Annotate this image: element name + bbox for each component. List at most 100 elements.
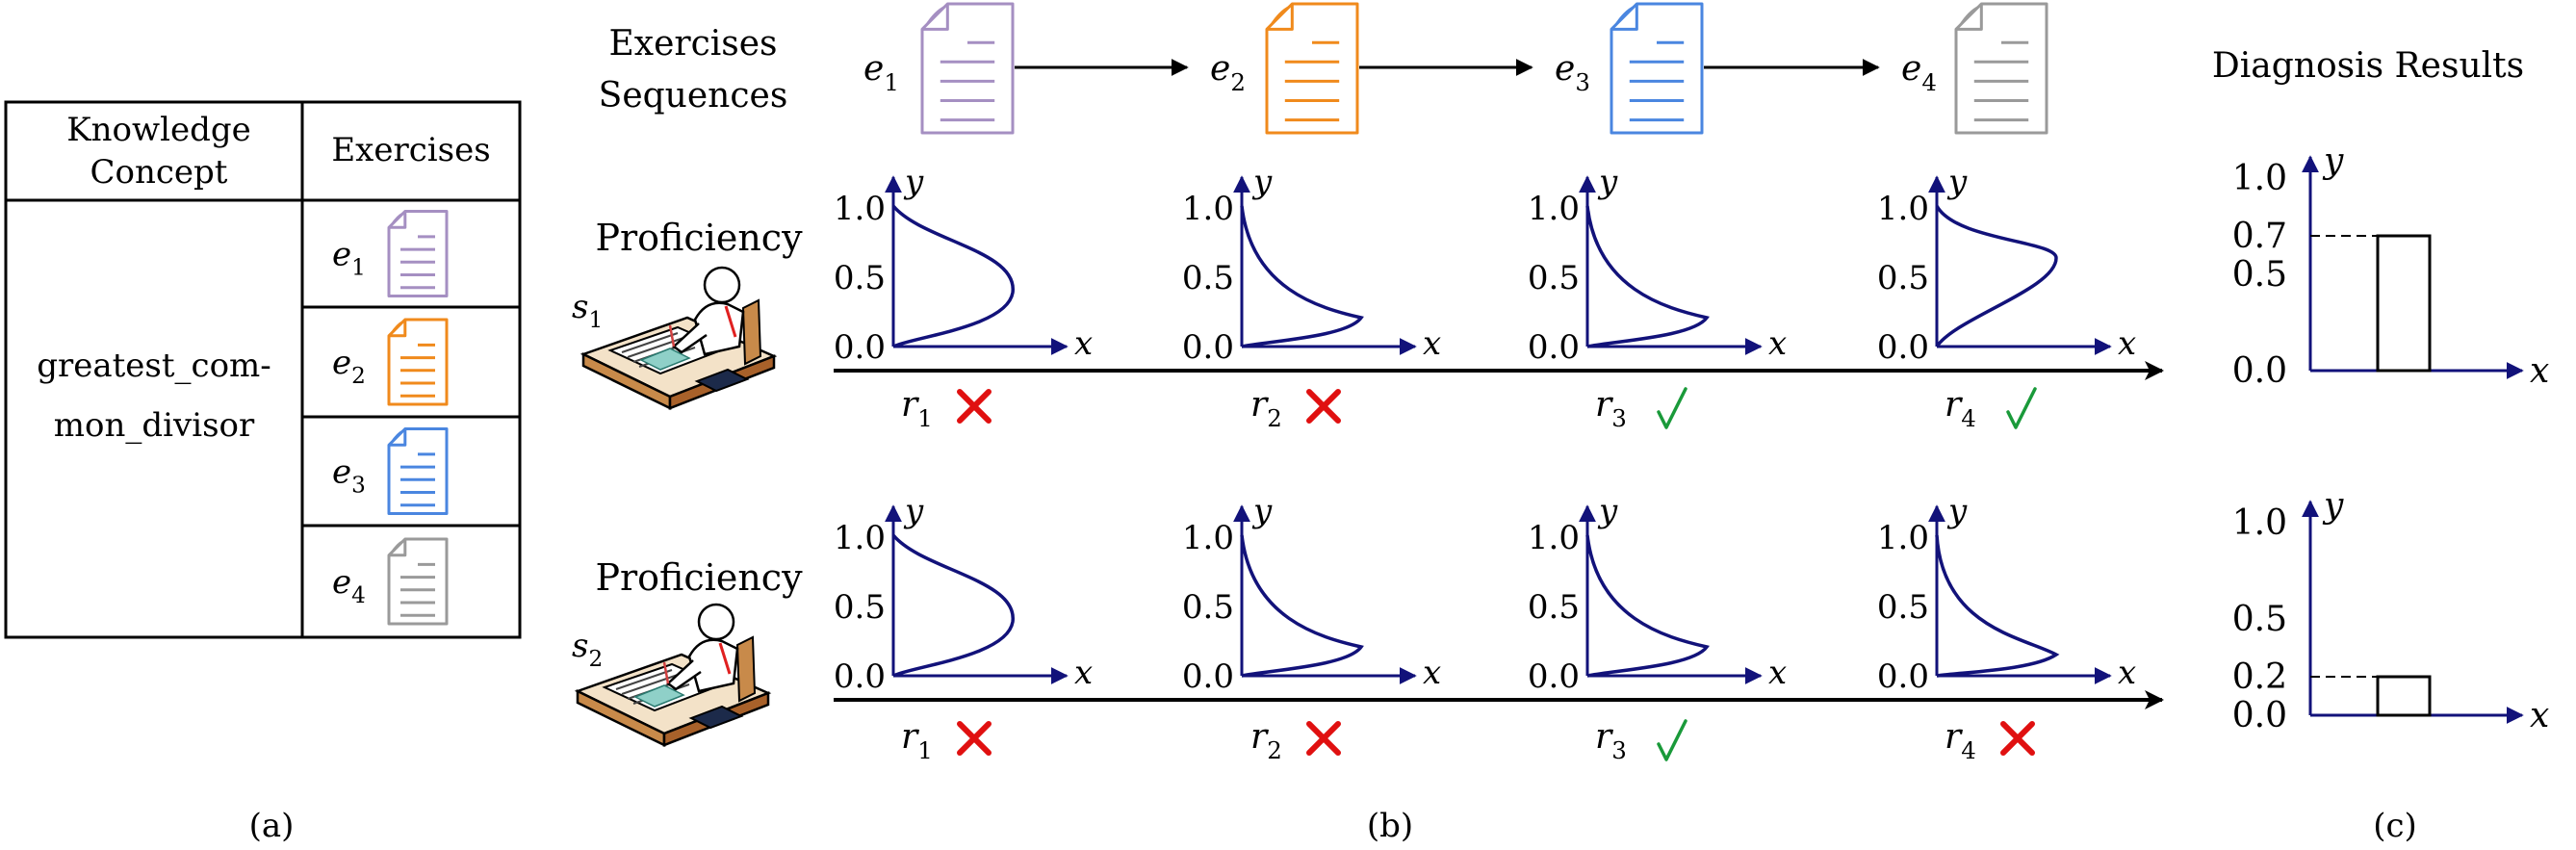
sequence-label-3: e3 <box>1555 49 1590 96</box>
y-axis-label: y <box>903 492 924 530</box>
x-axis-label: x <box>1074 654 1093 692</box>
wrong-mark-icon <box>1306 721 1341 756</box>
response-label: r3 <box>1595 385 1627 432</box>
tick-label: 0.0 <box>1182 657 1234 696</box>
tick-label: 1.0 <box>1182 190 1234 228</box>
document-icon <box>1954 2 2048 135</box>
sequence-label-2: e2 <box>1210 49 1246 96</box>
x-axis-label: x <box>1423 654 1441 692</box>
proficiency-plot: 0.0 0.5 1.0 y x <box>1877 163 2136 367</box>
response-label: r2 <box>1250 717 1282 764</box>
knowledge-table: Knowledge Concept Exercises greatest_com… <box>4 100 522 639</box>
wrong-mark-icon <box>2000 721 2035 756</box>
tick-label: 0.5 <box>1528 259 1580 297</box>
proficiency-plot: 0.0 0.5 1.0 y x <box>1182 492 1441 696</box>
tick-label: 0.5 <box>1182 588 1234 627</box>
tick-label: 1.0 <box>1182 519 1234 557</box>
response-label: r4 <box>1945 717 1976 764</box>
distribution-curve <box>1585 534 1710 678</box>
sequence-label-1: e1 <box>863 49 899 96</box>
x-axis-label: x <box>2118 324 2136 363</box>
tick-label: 1.0 <box>1528 519 1580 557</box>
x-axis-label: x <box>1768 654 1787 692</box>
tick-label: 0.5 <box>834 588 886 627</box>
tick-label: 1.0 <box>2232 159 2287 198</box>
student-label: s1 <box>572 288 603 333</box>
response-label: r2 <box>1250 385 1282 432</box>
proficiency-plot: 0.0 0.5 1.0 y x <box>1528 163 1787 367</box>
x-axis-label: x <box>1074 324 1093 363</box>
diagnosis-title: Diagnosis Results <box>2212 46 2524 86</box>
y-axis-label: y <box>1946 163 1968 201</box>
tick-label: 0.5 <box>2232 255 2287 295</box>
caption-a: (a) <box>249 807 295 845</box>
proficiency-label: Proficiency <box>595 556 803 599</box>
tick-label: 0.0 <box>1877 328 1929 367</box>
x-axis-label: x <box>2530 351 2549 391</box>
header-exercises: Exercises <box>331 131 490 169</box>
document-icon <box>1610 2 1704 135</box>
tick-label: 0.5 <box>2232 600 2287 639</box>
distribution-curve <box>1240 534 1364 678</box>
correct-check-icon <box>1657 719 1687 761</box>
tick-label: 1.0 <box>834 190 886 228</box>
tick-label: 0.0 <box>834 657 886 696</box>
tick-label: 0.7 <box>2232 217 2287 256</box>
diagnosis-plot-2: 0.00.2 0.5 1.0 y x <box>2232 486 2550 735</box>
proficiency-plot: 0.0 0.5 1.0 y x <box>1182 163 1441 367</box>
diagnosis-bar <box>2376 234 2432 373</box>
document-icon <box>387 427 449 515</box>
tick-label: 1.0 <box>1877 519 1929 557</box>
x-axis-label: x <box>1423 324 1441 363</box>
sequence-label-4: e4 <box>1901 49 1937 96</box>
wrong-mark-icon <box>957 721 992 756</box>
response-label: r1 <box>901 385 933 432</box>
exercise-label-1: e1 <box>332 236 366 281</box>
tick-label: 0.2 <box>2232 657 2287 697</box>
y-axis-label: y <box>1251 492 1273 530</box>
tick-label: 0.5 <box>1877 588 1929 627</box>
header-concept-line2: Concept <box>90 153 228 192</box>
response-label: r4 <box>1945 385 1976 432</box>
distribution-curve <box>891 533 1015 678</box>
distribution-curve <box>891 204 1015 348</box>
tick-label: 0.5 <box>1877 259 1929 297</box>
tick-label: 0.5 <box>1182 259 1234 297</box>
y-axis-label: y <box>1946 492 1968 530</box>
tick-label: 0.0 <box>2232 696 2287 735</box>
student-icon <box>574 603 772 748</box>
exercise-label-4: e4 <box>332 563 366 608</box>
caption-b: (b) <box>1367 807 1413 845</box>
tick-label: 0.0 <box>2232 351 2287 391</box>
proficiency-plot: 0.0 0.5 1.0 y x <box>834 492 1093 696</box>
distribution-curve <box>1585 205 1710 348</box>
diagnosis-bar <box>2376 675 2432 717</box>
x-axis-label: x <box>2118 654 2136 692</box>
tick-label: 0.0 <box>1528 328 1580 367</box>
header-concept-line1: Knowledge <box>66 111 251 149</box>
tick-label: 0.5 <box>834 259 886 297</box>
exercise-label-2: e2 <box>332 344 366 389</box>
tick-label: 1.0 <box>2232 503 2287 543</box>
tick-label: 0.0 <box>1528 657 1580 696</box>
student-icon <box>580 266 778 411</box>
tick-label: 0.0 <box>1877 657 1929 696</box>
y-axis-label: y <box>1597 163 1618 201</box>
diagnosis-plot-1: 0.0 0.50.7 1.0 y x <box>2232 142 2550 391</box>
document-icon <box>920 2 1015 135</box>
document-icon <box>387 318 449 406</box>
distribution-curve <box>1935 534 2060 678</box>
concept-line1: greatest_com- <box>37 347 271 385</box>
student-label: s2 <box>572 627 603 672</box>
correct-check-icon <box>1657 387 1687 429</box>
exercise-label-3: e3 <box>332 453 366 499</box>
concept-line2: mon_divisor <box>54 406 255 445</box>
tick-label: 1.0 <box>834 519 886 557</box>
document-icon <box>387 210 449 297</box>
proficiency-label: Proficiency <box>595 217 803 259</box>
diagnosis-plots: 0.00.50.71.0 yx0.00.20.51.0 yx <box>2232 142 2550 735</box>
distribution-curve <box>1240 205 1364 348</box>
document-icon <box>387 537 449 626</box>
